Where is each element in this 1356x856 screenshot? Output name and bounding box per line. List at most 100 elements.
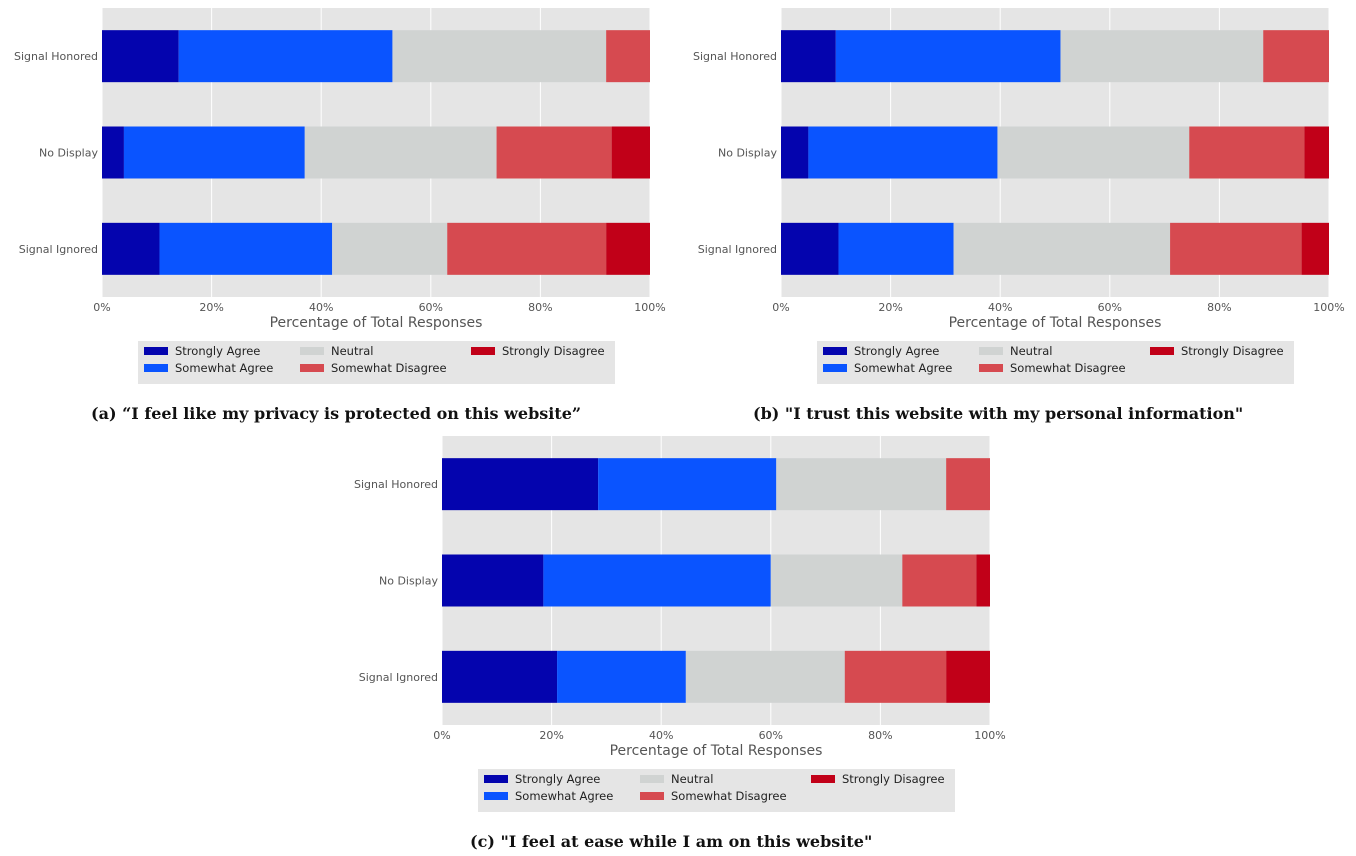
bar-signal-ignored-somewhat-disagree [1170, 222, 1302, 275]
x-tick-label: 40% [988, 301, 1012, 314]
x-axis-title: Percentage of Total Responses [610, 743, 823, 759]
legend: Strongly Agree Somewhat Agree Neutral Somew… [138, 341, 615, 384]
bar-signal-ignored-neutral [332, 222, 448, 275]
legend-swatch-strongly-disagree [1150, 347, 1174, 355]
legend-swatch-somewhat-disagree [640, 792, 664, 800]
legend-label: Somewhat Disagree [1010, 361, 1126, 375]
legend-label: Strongly Agree [854, 344, 939, 358]
x-tick-label: 100% [974, 729, 1005, 742]
legend-label: Somewhat Disagree [331, 361, 447, 375]
x-tick-label: 100% [634, 301, 665, 314]
bar-signal-ignored-neutral [953, 222, 1171, 275]
x-tick-label: 0% [772, 301, 789, 314]
bar-no-display-neutral [997, 126, 1190, 179]
bar-no-display-somewhat-agree [123, 126, 305, 179]
y-tick-label: No Display [718, 147, 777, 160]
legend-swatch-strongly-disagree [811, 775, 835, 783]
legend-label: Strongly Agree [515, 772, 600, 786]
legend-swatch-strongly-agree [144, 347, 168, 355]
bar-signal-ignored-neutral [685, 650, 845, 703]
stacked-bar-chart: Signal Honored No Display Signal Ignored 0%… [14, 8, 666, 384]
y-tick-label: Signal Ignored [19, 243, 98, 256]
legend-swatch-somewhat-agree [484, 792, 508, 800]
bar-no-display-neutral [770, 554, 903, 607]
bar-signal-ignored-strongly-disagree [606, 222, 650, 275]
legend-label: Neutral [331, 344, 373, 358]
caption-a: (a) “I feel like my privacy is protected… [91, 404, 582, 423]
x-tick-label: 20% [199, 301, 223, 314]
legend-swatch-somewhat-disagree [979, 364, 1003, 372]
y-tick-label: No Display [379, 575, 438, 588]
legend-label: Somewhat Agree [175, 361, 273, 375]
legend-label: Somewhat Agree [854, 361, 952, 375]
bar-no-display-somewhat-disagree [496, 126, 612, 179]
bar-no-display-strongly-disagree [976, 554, 990, 607]
bar-signal-ignored-somewhat-disagree [447, 222, 607, 275]
x-tick-label: 60% [419, 301, 443, 314]
y-tick-label: Signal Ignored [698, 243, 777, 256]
legend-swatch-neutral [300, 347, 324, 355]
x-tick-label: 0% [433, 729, 450, 742]
bar-no-display-somewhat-disagree [902, 554, 977, 607]
legend-label: Strongly Disagree [502, 344, 605, 358]
x-tick-label: 20% [539, 729, 563, 742]
chart-panel-a: Signal Honored No Display Signal Ignored 0%… [0, 0, 672, 390]
bar-no-display-somewhat-agree [808, 126, 998, 179]
y-tick-label: Signal Ignored [359, 671, 438, 684]
legend-swatch-neutral [979, 347, 1003, 355]
bar-signal-ignored-strongly-agree [781, 222, 839, 275]
bar-no-display-strongly-agree [442, 554, 544, 607]
caption-b: (b) "I trust this website with my person… [753, 404, 1244, 423]
legend-swatch-somewhat-disagree [300, 364, 324, 372]
x-axis-title: Percentage of Total Responses [949, 315, 1162, 331]
legend-label: Somewhat Agree [515, 789, 613, 803]
y-tick-label: No Display [39, 147, 98, 160]
bar-signal-honored-somewhat-agree [835, 30, 1061, 83]
bar-signal-honored-strongly-agree [442, 458, 599, 511]
stacked-bar-chart: Signal Honored No Display Signal Ignored 0%… [693, 8, 1345, 384]
x-tick-label: 80% [868, 729, 892, 742]
bar-signal-honored-somewhat-disagree [606, 30, 650, 83]
bar-signal-ignored-strongly-disagree [1301, 222, 1329, 275]
legend-swatch-somewhat-agree [823, 364, 847, 372]
legend-swatch-strongly-agree [484, 775, 508, 783]
legend: Strongly Agree Somewhat Agree Neutral Somew… [817, 341, 1294, 384]
chart-panel-c: Signal Honored No Display Signal Ignored 0%… [340, 428, 1012, 818]
bar-signal-ignored-somewhat-agree [838, 222, 954, 275]
legend-swatch-somewhat-agree [144, 364, 168, 372]
legend-swatch-strongly-agree [823, 347, 847, 355]
bar-signal-ignored-strongly-agree [102, 222, 160, 275]
bar-signal-honored-strongly-agree [781, 30, 836, 83]
legend-label: Strongly Disagree [842, 772, 945, 786]
bar-signal-honored-strongly-agree [102, 30, 179, 83]
x-axis-title: Percentage of Total Responses [270, 315, 483, 331]
bar-no-display-strongly-agree [781, 126, 809, 179]
bar-signal-honored-somewhat-agree [178, 30, 393, 83]
bar-signal-ignored-strongly-disagree [946, 650, 990, 703]
bar-signal-honored-neutral [1060, 30, 1264, 83]
legend-box [138, 341, 615, 384]
x-tick-label: 80% [1207, 301, 1231, 314]
stacked-bar-chart: Signal Honored No Display Signal Ignored 0%… [354, 436, 1006, 812]
y-tick-label: Signal Honored [354, 478, 438, 491]
bar-no-display-strongly-agree [102, 126, 124, 179]
caption-c: (c) "I feel at ease while I am on this w… [470, 832, 873, 851]
bar-no-display-somewhat-agree [543, 554, 771, 607]
legend-label: Neutral [1010, 344, 1052, 358]
bar-no-display-strongly-disagree [611, 126, 650, 179]
legend-label: Somewhat Disagree [671, 789, 787, 803]
bar-signal-ignored-strongly-agree [442, 650, 558, 703]
chart-panel-b: Signal Honored No Display Signal Ignored 0%… [679, 0, 1351, 390]
bar-signal-honored-neutral [776, 458, 947, 511]
bar-no-display-strongly-disagree [1304, 126, 1329, 179]
y-tick-label: Signal Honored [693, 50, 777, 63]
legend-swatch-neutral [640, 775, 664, 783]
bar-signal-honored-neutral [392, 30, 607, 83]
legend-label: Neutral [671, 772, 713, 786]
bar-no-display-neutral [304, 126, 497, 179]
legend-swatch-strongly-disagree [471, 347, 495, 355]
x-tick-label: 100% [1313, 301, 1344, 314]
x-tick-label: 60% [759, 729, 783, 742]
legend: Strongly Agree Somewhat Agree Neutral Somew… [478, 769, 955, 812]
bar-signal-ignored-somewhat-disagree [844, 650, 947, 703]
